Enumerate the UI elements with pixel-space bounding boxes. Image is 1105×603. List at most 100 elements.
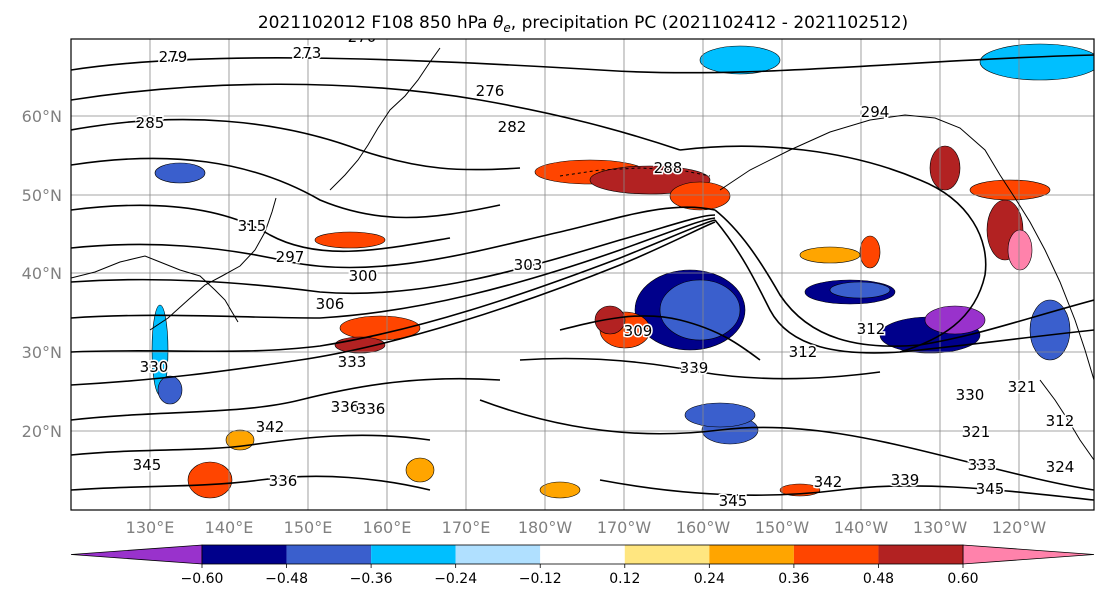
precip-area <box>859 235 881 269</box>
colorbar-tick-label: 0.36 <box>778 571 809 587</box>
lon-label: 170°W <box>597 518 652 537</box>
contour-line <box>71 54 1094 74</box>
contour-label: 315 <box>238 217 267 235</box>
contour-label: 285 <box>136 114 165 132</box>
contour-label: 345 <box>133 456 162 474</box>
contour-label: 312 <box>1046 412 1075 430</box>
precip-area <box>924 305 986 335</box>
lon-label: 130°W <box>913 518 968 537</box>
contour-line <box>714 219 1094 354</box>
colorbar-bin <box>202 545 287 564</box>
contour-label: 333 <box>968 456 997 474</box>
contour-label: 321 <box>1008 378 1037 396</box>
colorbar-tick-label: 0.24 <box>694 571 725 587</box>
colorbar-bin <box>286 545 372 564</box>
precip-area <box>157 375 183 405</box>
contour-label: 321 <box>962 423 991 441</box>
precip-area <box>699 45 781 75</box>
colorbar-bin <box>455 545 541 564</box>
contour-line <box>479 399 1094 491</box>
contour-label: 303 <box>514 256 543 274</box>
contour-label: 339 <box>680 359 709 377</box>
theta-e-contours <box>71 54 1094 501</box>
colorbar-extend-max <box>962 544 1095 565</box>
coastline-japan <box>149 197 277 331</box>
precip-area <box>659 279 741 341</box>
contour-label: 336 <box>269 472 298 490</box>
colorbar-bin <box>371 545 456 564</box>
map-panel: 279 273 270 276 282 285 288 294 297 300 303 306 312 3… <box>70 38 1095 511</box>
contour-label: 312 <box>857 320 886 338</box>
precip-area <box>539 481 581 499</box>
lat-label: 30°N <box>22 343 62 362</box>
colorbar-bin <box>709 545 794 564</box>
contour-line <box>71 206 716 269</box>
contour-line <box>71 157 501 219</box>
lon-label: 130°E <box>126 518 175 537</box>
precip-area <box>669 181 731 211</box>
precip-area <box>979 43 1094 81</box>
contour-line <box>679 145 987 353</box>
lat-label: 60°N <box>22 107 62 126</box>
precip-area <box>154 162 206 184</box>
contour-label: 294 <box>861 103 890 121</box>
precip-area <box>929 145 961 191</box>
coastline-aleutians <box>559 167 711 177</box>
precip-area <box>684 402 756 428</box>
contour-line <box>71 204 451 253</box>
coastline-alaska <box>719 114 1094 381</box>
contour-line <box>71 118 521 171</box>
contour-label: 336 <box>331 398 360 416</box>
contour-line <box>71 221 716 386</box>
precip-area <box>187 461 233 499</box>
lon-label: 150°E <box>284 518 333 537</box>
contour-label: 288 <box>654 159 683 177</box>
lon-label: 160°E <box>363 518 412 537</box>
contour-label: 282 <box>498 118 527 136</box>
contour-label: 330 <box>140 358 169 376</box>
contour-label: 324 <box>1046 458 1075 476</box>
contour-line <box>71 377 501 421</box>
colorbar-tick-label: −0.48 <box>265 571 308 587</box>
colorbar-tick-label: −0.36 <box>350 571 393 587</box>
colorbar-bin <box>540 545 625 564</box>
lon-label: 150°W <box>755 518 810 537</box>
colorbar: −0.60 −0.48 −0.36 −0.24 −0.12 0.12 0.24 0.36 0.4… <box>70 544 1095 587</box>
coastline-asia <box>71 255 239 323</box>
lon-label: 180°W <box>518 518 573 537</box>
lon-label: 170°E <box>442 518 491 537</box>
precip-area <box>594 305 626 335</box>
colorbar-tick-label: −0.60 <box>181 571 224 587</box>
colorbar-extend-min <box>70 544 203 565</box>
precip-area <box>799 246 861 264</box>
contour-line <box>71 214 716 295</box>
contour-label: 345 <box>719 492 748 510</box>
lon-label: 160°W <box>676 518 731 537</box>
contour-label: 312 <box>789 343 818 361</box>
colorbar-frame <box>201 544 964 565</box>
precip-area <box>829 281 891 299</box>
precip-area <box>405 457 435 483</box>
contour-line <box>71 83 681 151</box>
colorbar-tick-label: 0.12 <box>609 571 640 587</box>
lat-label: 40°N <box>22 264 62 283</box>
contour-label: 345 <box>976 480 1005 498</box>
contour-label: 300 <box>349 267 378 285</box>
lon-label: 120°W <box>992 518 1047 537</box>
contour-label: 336 <box>357 400 386 418</box>
precip-area <box>314 231 386 249</box>
lon-label: 140°E <box>205 518 254 537</box>
lon-label: 140°W <box>834 518 889 537</box>
colorbar-tick-label: −0.24 <box>434 571 477 587</box>
contour-label: 276 <box>476 82 505 100</box>
contour-line <box>71 475 431 491</box>
coastlines <box>71 47 1094 461</box>
colorbar-bin <box>793 545 879 564</box>
lat-label: 20°N <box>22 422 62 441</box>
colorbar-bin <box>624 545 710 564</box>
contour-label: 339 <box>891 471 920 489</box>
contour-label: 330 <box>956 386 985 404</box>
colorbar-tick-label: 0.60 <box>947 571 978 587</box>
colorbar-tick-label: −0.12 <box>519 571 562 587</box>
